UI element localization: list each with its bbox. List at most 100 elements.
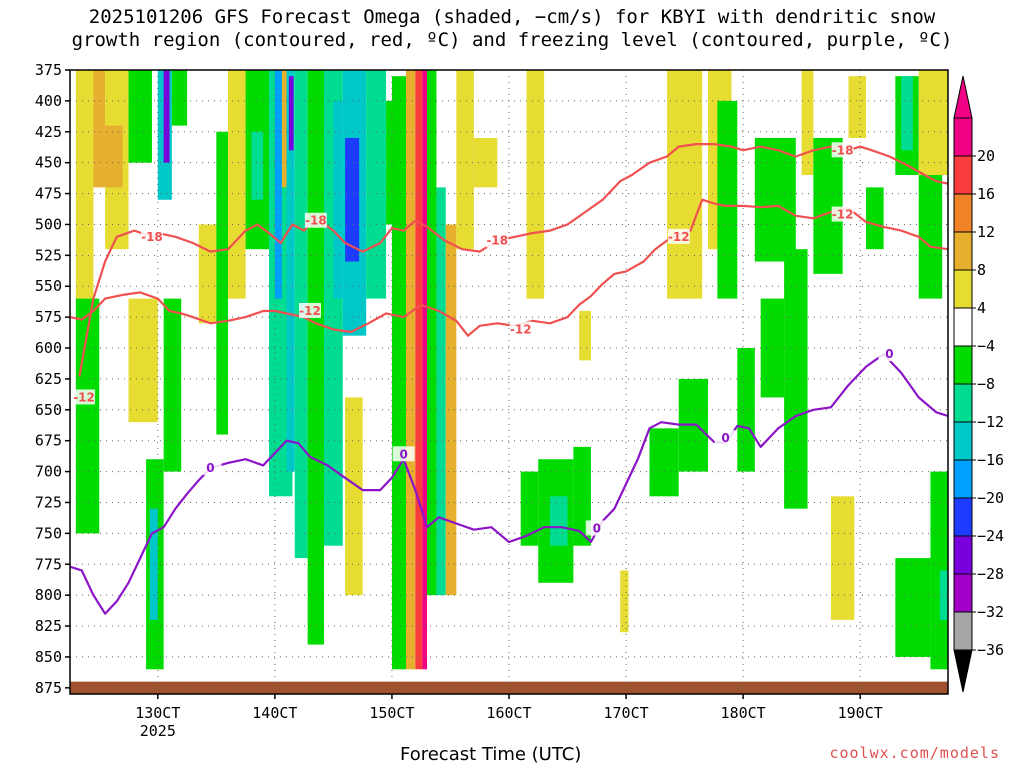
colorbar: −36 −32 −28 −24 −20 −16 −12 −8 −4 4 8 12 16 20 — [953, 75, 1004, 693]
colorbar-label: −28 — [977, 565, 1004, 583]
colorbar-swatch-5 — [953, 421, 973, 461]
colorbar-under-arrow — [953, 649, 973, 693]
colorbar-swatch-3 — [953, 497, 973, 537]
omega-cell-28 — [345, 137, 360, 262]
contour-label-bg — [831, 206, 854, 222]
omega-cell-65 — [918, 175, 943, 299]
y-tick-label: 550 — [35, 277, 62, 295]
omega-cell-52 — [717, 100, 738, 299]
colorbar-swatch-1 — [953, 573, 973, 613]
omega-shading-layer — [75, 70, 948, 670]
contour-label-bg — [878, 346, 901, 362]
colorbar-swatch-7 — [953, 345, 973, 385]
omega-cell-0 — [75, 70, 94, 299]
colorbar-swatch-11 — [953, 193, 973, 233]
contour-label-bg — [73, 389, 96, 405]
colorbar-label: −32 — [977, 603, 1004, 621]
omega-cell-40 — [473, 137, 498, 188]
omega-cell-7 — [171, 70, 188, 126]
credit-text: coolwx.com/models — [829, 744, 1000, 762]
omega-cell-8 — [75, 298, 100, 534]
colorbar-label: 12 — [977, 223, 995, 241]
contour-layer: -18 -18 -18 -18 -12 -12 -12 -12 -12 0 0 0 0 0 — [69, 142, 949, 615]
contour-label-bg — [585, 520, 608, 536]
omega-cell-64 — [918, 70, 948, 176]
colorbar-label: 8 — [977, 261, 986, 279]
omega-cell-49 — [667, 70, 703, 299]
title-line-2: growth region (contoured, red, ºC) and f… — [71, 29, 953, 51]
x-tick-label: 140CT — [252, 704, 297, 722]
omega-cell-39 — [456, 70, 474, 250]
contour-label-bg — [304, 212, 327, 228]
contour-label: -12 — [299, 304, 321, 318]
y-tick-label: 875 — [35, 679, 62, 697]
y-tick-label: 650 — [35, 401, 62, 419]
omega-cell-38 — [445, 224, 457, 596]
chart-title: 2025101206 GFS Forecast Omega (shaded, −… — [0, 6, 1024, 52]
contour-label-bg — [486, 232, 509, 248]
omega-cell-26 — [333, 100, 343, 299]
grid-layer — [70, 69, 948, 694]
x-tick-label: 170CT — [603, 704, 648, 722]
omega-cell-57 — [801, 70, 814, 176]
omega-cell-11 — [149, 508, 158, 620]
y-tick-label: 400 — [35, 92, 62, 110]
y-tick-label: 500 — [35, 215, 62, 233]
colorbar-label: 20 — [977, 147, 995, 165]
contour-label: 0 — [885, 347, 893, 361]
colorbar-swatch-4 — [953, 459, 973, 499]
omega-cell-47 — [620, 570, 629, 633]
y-tick-label: 625 — [35, 370, 62, 388]
contour-label-bg — [392, 446, 415, 462]
omega-cell-46 — [579, 310, 591, 361]
y-tick-label: 825 — [35, 617, 62, 635]
omega-cell-36 — [427, 70, 437, 596]
omega-cell-58 — [813, 137, 843, 274]
colorbar-label: −20 — [977, 489, 1004, 507]
omega-cell-32 — [391, 76, 406, 670]
colorbar-label: −36 — [977, 641, 1004, 659]
contour-label-bg — [714, 430, 737, 446]
contour-label: -12 — [668, 230, 690, 244]
omega-cell-59 — [830, 496, 855, 620]
y-tick-label: 850 — [35, 648, 62, 666]
omega-cell-19 — [274, 70, 282, 299]
y-tick-label: 525 — [35, 246, 62, 264]
omega-cell-54 — [754, 137, 796, 262]
omega-cell-12 — [163, 298, 182, 472]
omega-cell-35 — [422, 70, 428, 670]
contour-label: -18 — [305, 214, 327, 228]
contour-label-bg — [509, 321, 532, 337]
colorbar-swatch-0 — [953, 611, 973, 651]
contour-label: -12 — [832, 208, 854, 222]
colorbar-swatch-8 — [953, 307, 973, 347]
y-tick-label: 575 — [35, 308, 62, 326]
y-tick-label: 475 — [35, 185, 62, 203]
omega-cell-42 — [520, 471, 539, 546]
y-tick-label: 800 — [35, 586, 62, 604]
colorbar-swatch-6 — [953, 383, 973, 423]
y-tick-label: 375 — [35, 61, 62, 79]
omega-cell-24 — [307, 70, 325, 645]
omega-cell-66 — [895, 558, 931, 657]
colorbar-label: −8 — [977, 375, 995, 393]
contour-label-bg — [667, 228, 690, 244]
colorbar-over-arrow — [953, 75, 973, 119]
x-tick-label: 190CT — [838, 704, 883, 722]
contour-label: -18 — [486, 234, 508, 248]
omega-cell-1 — [93, 70, 106, 188]
contour-line-2 — [69, 353, 949, 615]
omega-cell-44 — [549, 496, 568, 546]
x-tick-label: 130CT — [135, 704, 180, 722]
omega-cell-6 — [163, 70, 170, 163]
colorbar-swatch-9 — [953, 269, 973, 309]
omega-cell-34 — [415, 70, 423, 670]
omega-cell-56 — [784, 249, 808, 509]
colorbar-label: 16 — [977, 185, 995, 203]
omega-cell-68 — [939, 570, 948, 620]
contour-label: -12 — [73, 390, 95, 404]
colorbar-swatch-12 — [953, 155, 973, 195]
omega-cell-63 — [901, 76, 913, 151]
omega-cell-29 — [366, 70, 387, 299]
